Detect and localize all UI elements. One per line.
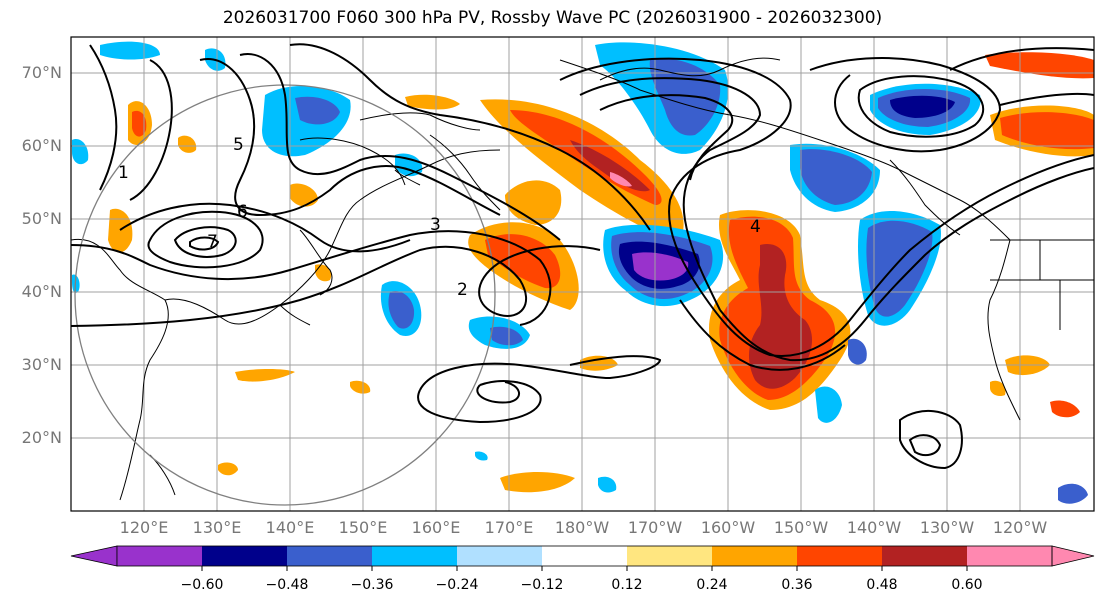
colorbar-bin-8 — [712, 546, 797, 566]
colorbar-extend-low — [70, 545, 118, 567]
negative-anomaly-east-3 — [1058, 483, 1088, 504]
negative-anomaly-west-3 — [72, 139, 89, 165]
colorbar-bin-7 — [627, 546, 712, 566]
lon-label-170w: 170°W — [627, 518, 683, 537]
positive-anomaly-west-6 — [235, 369, 295, 382]
colorbar-bin-1 — [117, 546, 202, 566]
colorbar — [70, 545, 1095, 571]
lat-label-70n: 70°N — [21, 63, 62, 82]
positive-anomaly-180 — [505, 180, 562, 225]
lon-label-160w: 160°W — [700, 518, 756, 537]
negative-anomaly-east-2 — [848, 338, 867, 365]
coastlines — [71, 57, 1094, 501]
colorbar-bin-3 — [287, 546, 372, 566]
lon-label-150e: 150°E — [338, 518, 388, 537]
colorbar-bin-2 — [202, 546, 287, 566]
negative-anomaly-170w-max — [632, 252, 689, 281]
contour-label-1: 1 — [118, 163, 129, 183]
positive-anomaly-west-4 — [290, 183, 318, 207]
colorbar-bin-5 — [457, 546, 542, 566]
lon-label-140w: 140°W — [846, 518, 902, 537]
positive-anomaly-west-12 — [218, 462, 238, 476]
lon-label-120w: 120°W — [992, 518, 1048, 537]
colorbar-label-7: 0.24 — [696, 577, 728, 593]
positive-anomaly-alaska-core — [1000, 112, 1094, 150]
contour-label-7: 7 — [207, 232, 218, 252]
negative-anomaly-gulf-alaska-core — [800, 149, 872, 205]
contour-label-group: 1 2 3 4 5 6 7 — [118, 135, 761, 300]
colorbar-label-2: −0.48 — [265, 577, 309, 593]
colorbar-label-1: −0.60 — [180, 577, 224, 593]
colorbar-ticks — [201, 566, 968, 571]
lon-label-180w: 180°W — [554, 518, 610, 537]
pv-contours — [71, 43, 1094, 470]
colorbar-label-5: −0.12 — [520, 577, 564, 593]
lon-label-150w: 150°W — [773, 518, 829, 537]
negative-anomaly-east-1 — [815, 386, 842, 423]
negative-anomaly-east-5 — [475, 451, 488, 461]
lon-label-170e: 170°E — [484, 518, 534, 537]
lat-label-50n: 50°N — [21, 209, 62, 228]
positive-anomaly-west-10 — [1050, 400, 1080, 418]
colorbar-label-4: −0.24 — [435, 577, 479, 593]
lon-label-130w: 130°W — [919, 518, 975, 537]
positive-anomaly-peak — [570, 140, 650, 192]
lon-label-120e: 120°E — [119, 518, 169, 537]
positive-anomaly-max — [610, 172, 632, 187]
colorbar-label-9: 0.48 — [866, 577, 898, 593]
colorbar-bin-10 — [882, 546, 967, 566]
positive-anomaly-west-15 — [178, 135, 197, 153]
colorbar-label-10: 0.60 — [951, 577, 983, 593]
negative-anomaly-east-4 — [598, 476, 617, 493]
negative-anomaly-nw-pacific-core — [295, 96, 340, 125]
lat-label-30n: 30°N — [21, 355, 62, 374]
colorbar-label-6: 0.12 — [611, 577, 643, 593]
contour-label-6: 6 — [237, 202, 248, 222]
graticule — [71, 37, 1094, 511]
colorbar-outline — [116, 545, 1053, 567]
contour-label-4: 4 — [750, 217, 761, 237]
colorbar-bin-11 — [967, 546, 1052, 566]
negative-anomaly-west-7 — [490, 326, 523, 346]
lon-label-130e: 130°E — [192, 518, 242, 537]
map-title: 2026031700 F060 300 hPa PV, Rossby Wave … — [222, 8, 883, 28]
lon-label-140e: 140°E — [265, 518, 315, 537]
lon-label-160e: 160°E — [411, 518, 461, 537]
colorbar-extend-high — [1051, 545, 1095, 567]
positive-anomaly-west-3 — [108, 208, 133, 253]
range-circle — [74, 84, 496, 506]
positive-anomaly-west-5 — [405, 94, 460, 110]
map-frame — [70, 36, 1095, 512]
colorbar-bin-6 — [542, 546, 627, 566]
colorbar-bin-4 — [372, 546, 457, 566]
contour-label-3: 3 — [430, 215, 441, 235]
positive-anomaly-west-14 — [350, 380, 371, 394]
lat-label-20n: 20°N — [21, 428, 62, 447]
negative-anomaly-west-1 — [100, 41, 160, 60]
negative-anomaly-arctic-east-peak — [890, 95, 955, 118]
positive-anomaly-west-8 — [500, 472, 575, 493]
positive-anomaly-west-7 — [580, 355, 618, 371]
lat-label-40n: 40°N — [21, 282, 62, 301]
positive-anomaly-west-11 — [990, 380, 1006, 397]
negative-anomaly-japan-core — [388, 290, 415, 329]
positive-anomaly-west-2 — [132, 110, 147, 137]
colorbar-bin-9 — [797, 546, 882, 566]
contour-label-5: 5 — [233, 135, 244, 155]
contour-label-2: 2 — [457, 280, 468, 300]
lat-label-60n: 60°N — [21, 136, 62, 155]
positive-anomaly-arctic — [985, 52, 1094, 79]
positive-anomaly-west-13 — [315, 264, 332, 282]
negative-anomaly-west-5 — [395, 153, 423, 177]
colorbar-label-8: 0.36 — [781, 577, 813, 593]
colorbar-label-3: −0.36 — [350, 577, 394, 593]
